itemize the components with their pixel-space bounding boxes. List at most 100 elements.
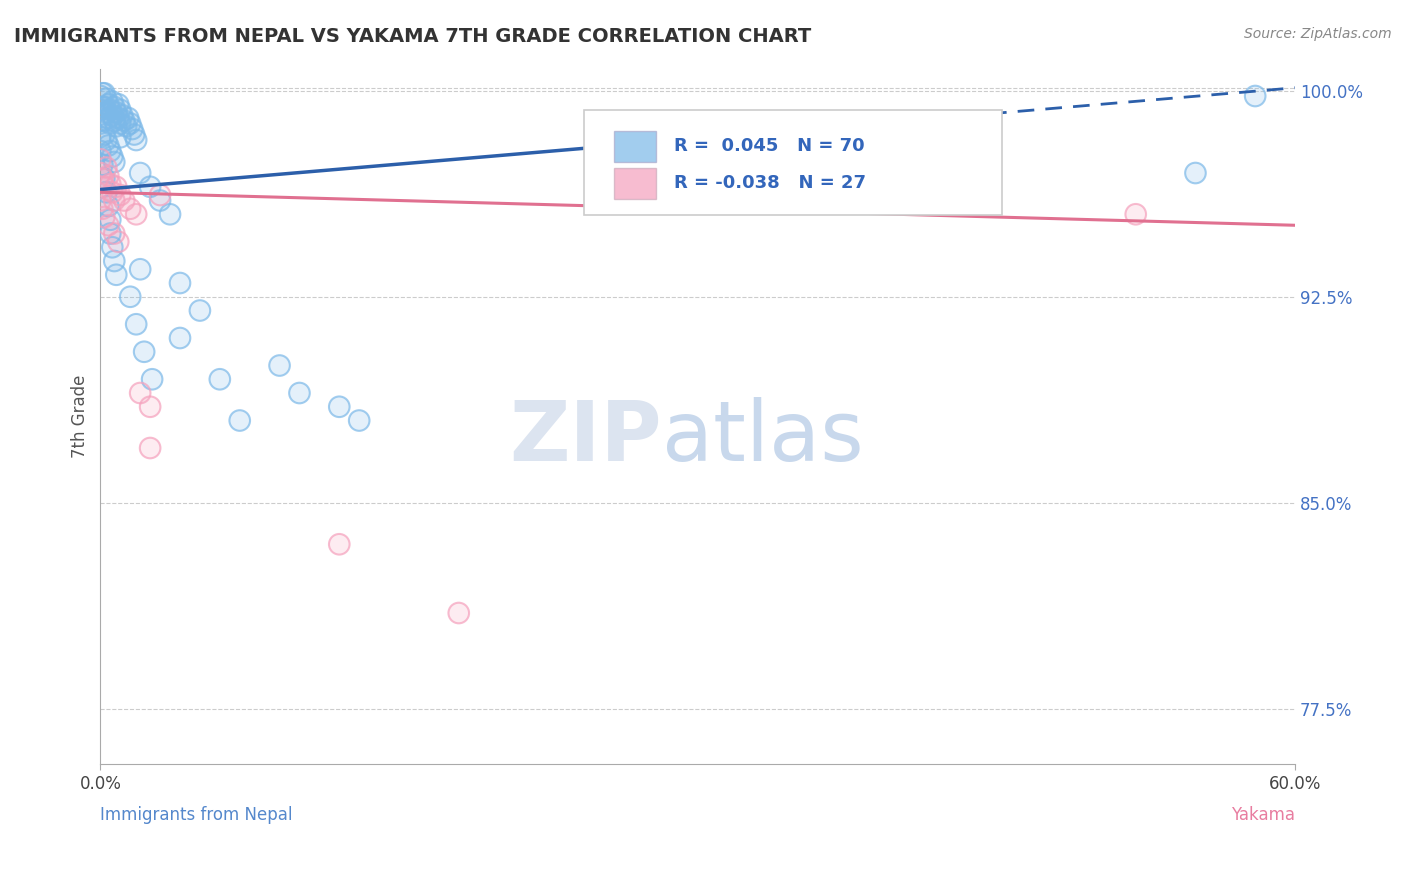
Point: [107, 235, 129, 249]
Point: [101, 240, 124, 254]
Point: [103, 155, 125, 169]
Point: [149, 194, 172, 208]
Point: [98, 212, 121, 227]
Point: [120, 290, 142, 304]
Point: [91, 113, 114, 128]
Point: [112, 113, 135, 128]
Point: [101, 95, 124, 109]
Point: [105, 268, 128, 282]
Point: [1125, 207, 1147, 221]
Point: [103, 155, 125, 169]
Point: [98, 227, 121, 241]
Point: [97, 111, 120, 125]
Point: [91, 202, 114, 216]
Point: [93, 87, 115, 101]
Point: [110, 130, 132, 145]
FancyBboxPatch shape: [583, 111, 1002, 215]
Point: [98, 116, 121, 130]
Point: [110, 116, 132, 130]
Point: [120, 202, 142, 216]
Point: [120, 116, 142, 130]
Point: [111, 108, 134, 122]
Text: R =  0.045   N = 70: R = 0.045 N = 70: [673, 137, 865, 155]
Point: [103, 194, 125, 208]
Point: [129, 262, 152, 277]
Point: [139, 400, 162, 414]
Point: [89, 89, 111, 103]
Point: [120, 116, 142, 130]
Point: [269, 359, 291, 373]
Point: [91, 100, 114, 114]
Text: Immigrants from Nepal: Immigrants from Nepal: [100, 806, 292, 824]
Point: [1244, 89, 1267, 103]
Point: [93, 100, 115, 114]
Point: [96, 161, 118, 175]
Point: [122, 128, 145, 142]
Point: [105, 120, 128, 134]
Point: [97, 219, 120, 233]
Point: [328, 537, 350, 551]
Point: [447, 606, 470, 620]
Point: [103, 100, 125, 114]
Point: [112, 194, 135, 208]
Point: [107, 111, 129, 125]
Point: [101, 108, 124, 122]
Point: [169, 276, 191, 290]
Point: [89, 130, 111, 145]
Point: [89, 166, 111, 180]
Point: [110, 103, 132, 117]
Point: [93, 179, 115, 194]
Point: [96, 133, 118, 147]
Point: [1184, 166, 1206, 180]
Point: [91, 100, 114, 114]
Point: [328, 400, 350, 414]
Point: [105, 105, 128, 120]
Point: [93, 179, 115, 194]
Point: [112, 194, 135, 208]
Point: [97, 169, 120, 183]
Point: [91, 113, 114, 128]
Point: [139, 179, 162, 194]
Point: [105, 179, 128, 194]
Point: [89, 194, 111, 208]
Point: [101, 186, 124, 200]
Point: [115, 120, 138, 134]
Point: [93, 128, 115, 142]
Point: [96, 186, 118, 200]
Point: [97, 219, 120, 233]
Point: [129, 262, 152, 277]
Point: [110, 188, 132, 202]
FancyBboxPatch shape: [614, 131, 655, 162]
Text: R = -0.038   N = 27: R = -0.038 N = 27: [673, 174, 866, 193]
Point: [97, 199, 120, 213]
Point: [91, 158, 114, 172]
Point: [97, 138, 120, 153]
Text: Source: ZipAtlas.com: Source: ZipAtlas.com: [1244, 27, 1392, 41]
Point: [328, 537, 350, 551]
Point: [101, 108, 124, 122]
Point: [93, 171, 115, 186]
Point: [107, 97, 129, 112]
Point: [188, 303, 211, 318]
Point: [1244, 89, 1267, 103]
Point: [89, 89, 111, 103]
Point: [1184, 166, 1206, 180]
Point: [89, 166, 111, 180]
Point: [121, 122, 143, 136]
Point: [107, 97, 129, 112]
Point: [105, 268, 128, 282]
Point: [105, 105, 128, 120]
Point: [111, 108, 134, 122]
Point: [96, 105, 118, 120]
Point: [97, 199, 120, 213]
Point: [125, 133, 148, 147]
Point: [97, 97, 120, 112]
Text: atlas: atlas: [662, 397, 863, 478]
Point: [98, 212, 121, 227]
Point: [347, 413, 370, 427]
Point: [91, 202, 114, 216]
Y-axis label: 7th Grade: 7th Grade: [72, 375, 89, 458]
Point: [110, 130, 132, 145]
Point: [139, 400, 162, 414]
Point: [125, 318, 148, 332]
